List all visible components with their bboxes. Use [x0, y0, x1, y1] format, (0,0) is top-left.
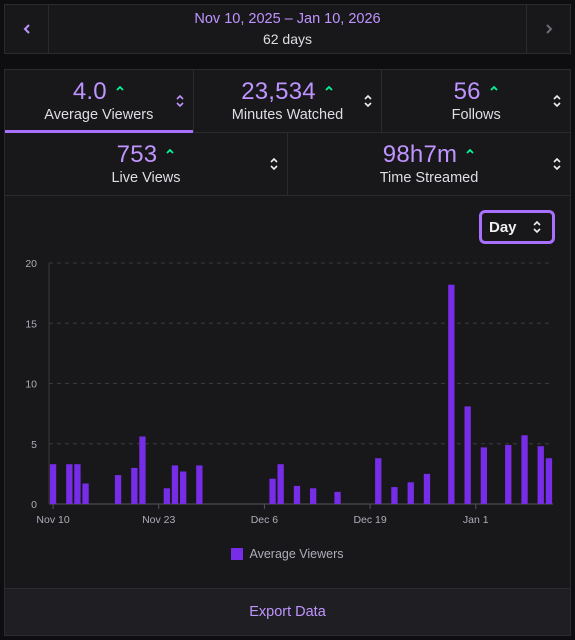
stats-row-1: 4.0 Average Viewers 23,534 Minutes Watch… [5, 70, 570, 133]
stat-value: 4.0 [72, 78, 107, 105]
stat-label: Average Viewers [44, 107, 154, 123]
bar[interactable] [391, 487, 398, 504]
average-viewers-chart: 0 5 10 15 20 Nov 10 Nov 23 Dec 6 Dec 19 Jan 1 [25, 258, 553, 526]
bar[interactable] [334, 491, 341, 504]
stat-value: 23,534 [241, 78, 316, 105]
bar[interactable] [49, 464, 57, 504]
sort-icon [553, 157, 561, 171]
trend-up-icon [490, 85, 498, 91]
trend-up-icon [325, 85, 333, 91]
bar[interactable] [163, 488, 170, 504]
stat-average-viewers[interactable]: 4.0 Average Viewers [5, 70, 193, 133]
select-arrows-icon [533, 220, 541, 234]
chevron-left-icon [23, 24, 30, 34]
bar[interactable] [131, 467, 138, 504]
stat-minutes-watched[interactable]: 23,534 Minutes Watched [192, 70, 382, 132]
export-data-label: Export Data [249, 604, 326, 620]
stats-row-2: 753 Live Views 98h7m Time Streamed [5, 133, 570, 196]
x-tick-label: Nov 23 [142, 514, 175, 526]
stat-time-streamed[interactable]: 98h7m Time Streamed [287, 133, 570, 195]
date-range-days: 62 days [262, 31, 313, 47]
y-tick-label: 0 [31, 499, 37, 511]
stats-panel: 4.0 Average Viewers 23,534 Minutes Watch… [4, 69, 571, 636]
stat-live-views[interactable]: 753 Live Views [5, 133, 287, 195]
y-tick-label: 10 [25, 379, 37, 391]
stat-value: 56 [453, 78, 481, 105]
bar[interactable] [423, 473, 431, 504]
bar[interactable] [269, 478, 276, 504]
bar[interactable] [448, 284, 455, 504]
trend-up-icon [166, 148, 174, 154]
stat-label: Live Views [111, 170, 181, 186]
bar[interactable] [66, 464, 73, 504]
bar[interactable] [537, 446, 544, 504]
bar[interactable] [407, 482, 414, 504]
bar[interactable] [293, 485, 301, 504]
trend-up-icon [466, 148, 474, 154]
chart-legend: Average Viewers [5, 547, 570, 561]
date-range-bar: Nov 10, 2025 – Jan 10, 2026 62 days [4, 4, 571, 54]
legend-swatch [231, 548, 244, 560]
stat-label: Time Streamed [379, 170, 479, 186]
chevron-right-icon [545, 24, 552, 34]
x-tick-label: Nov 10 [36, 514, 69, 526]
y-tick-label: 15 [25, 318, 37, 330]
chart-area: Day 0 5 10 15 20 Nov 10 Nov 23 Dec 6 Dec 19 Jan 1… [5, 196, 570, 589]
x-tick-label: Dec 6 [251, 514, 279, 526]
bar[interactable] [310, 488, 317, 504]
y-tick-label: 20 [25, 258, 37, 270]
bar[interactable] [521, 435, 528, 504]
x-tick-label: Jan 1 [463, 514, 489, 526]
bar[interactable] [545, 458, 553, 504]
stat-follows[interactable]: 56 Follows [381, 70, 570, 132]
y-tick-label: 5 [31, 439, 37, 451]
sort-icon [553, 94, 561, 108]
sort-icon [270, 157, 278, 171]
bar[interactable] [114, 475, 122, 504]
date-range-label: Nov 10, 2025 – Jan 10, 2026 62 days [49, 5, 526, 53]
stat-value: 753 [116, 141, 158, 168]
stat-value: 98h7m [382, 141, 458, 168]
stat-label: Follows [451, 107, 501, 123]
export-data-button[interactable]: Export Data [5, 588, 570, 635]
trend-up-icon [116, 85, 124, 91]
bar[interactable] [74, 464, 81, 504]
sort-icon [364, 94, 372, 108]
bar[interactable] [277, 464, 284, 504]
bar[interactable] [82, 483, 89, 505]
legend-label: Average Viewers [249, 547, 344, 561]
bar[interactable] [464, 406, 471, 504]
date-range-dates: Nov 10, 2025 – Jan 10, 2026 [194, 11, 381, 27]
previous-range-button[interactable] [5, 5, 49, 53]
x-tick-label: Dec 19 [353, 514, 386, 526]
granularity-select[interactable]: Day [479, 210, 555, 244]
sort-icon [176, 94, 184, 108]
bar[interactable] [180, 471, 187, 505]
bar[interactable] [196, 465, 203, 504]
bar[interactable] [505, 445, 512, 504]
bar[interactable] [139, 436, 146, 505]
bar[interactable] [375, 458, 382, 504]
next-range-button[interactable] [526, 5, 570, 53]
stat-label: Minutes Watched [231, 107, 344, 123]
bar[interactable] [480, 447, 487, 504]
granularity-value: Day [489, 218, 517, 236]
bar[interactable] [171, 465, 179, 504]
